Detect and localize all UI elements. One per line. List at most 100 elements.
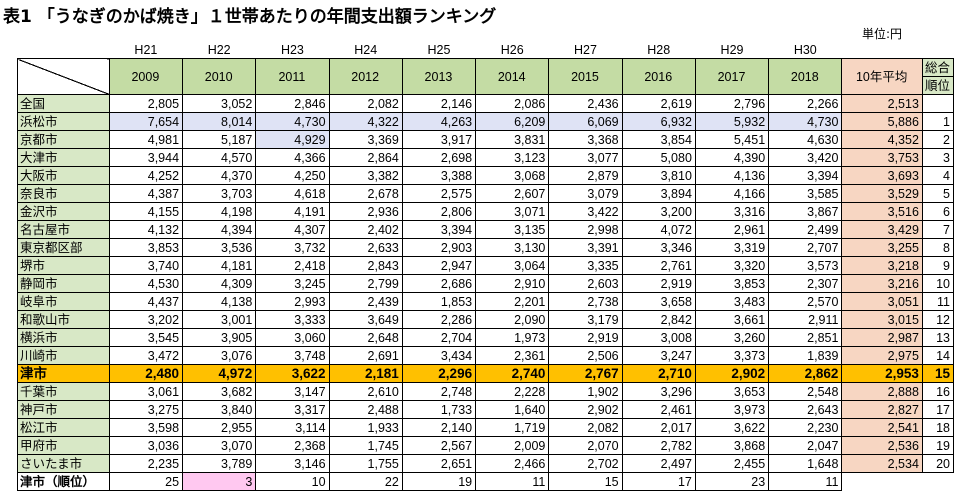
value-cell: 3,748 (255, 346, 330, 365)
heisei-label: H23 (280, 43, 304, 57)
rank-cell: 20 (921, 454, 954, 473)
value-cell: 2,086 (475, 94, 550, 113)
value-cell: 3,076 (182, 346, 257, 365)
value-cell: 2,910 (475, 274, 550, 293)
value-cell: 2,862 (768, 364, 843, 383)
year-header-row-2: 順位 (18, 76, 954, 95)
rank-cell (921, 94, 954, 113)
average-cell: 2,987 (841, 328, 923, 347)
average-cell: 2,888 (841, 382, 923, 401)
value-cell: 3,789 (182, 454, 257, 473)
value-cell: 2,842 (621, 310, 696, 329)
value-cell: 2,902 (694, 364, 770, 383)
average-cell: 2,534 (841, 454, 923, 473)
value-cell: 2,936 (328, 202, 403, 221)
value-cell: 3,333 (255, 310, 330, 329)
table-row: 浜松市 7,654 8,014 4,730 4,322 4,263 6,209 6,069 6,… (17, 112, 954, 131)
value-cell: 2,570 (768, 292, 843, 311)
value-cell: 3,661 (694, 310, 770, 329)
value-cell: 2,307 (768, 274, 843, 293)
table-row: 神戸市 3,275 3,840 3,317 2,488 1,733 1,640 2,902 2,… (17, 400, 954, 419)
value-cell: 2,506 (548, 346, 623, 365)
value-cell: 2,296 (401, 364, 477, 383)
value-cell: 1,839 (768, 346, 843, 365)
value-cell: 3,649 (328, 310, 403, 329)
value-cell: 2,235 (108, 454, 184, 473)
value-cell: 4,155 (108, 202, 184, 221)
value-cell: 2,567 (401, 436, 477, 455)
value-cell: 3,368 (548, 130, 623, 149)
value-cell: 3,434 (401, 346, 477, 365)
value-cell: 2,643 (768, 400, 843, 419)
year-header: 2010 (182, 58, 257, 95)
value-cell: 3,422 (548, 202, 623, 221)
value-cell: 2,702 (548, 454, 623, 473)
table-row: 金沢市 4,155 4,198 4,191 2,936 2,806 3,071 3,422 3,… (17, 202, 954, 221)
value-cell: 3,658 (621, 292, 696, 311)
city-name-cell: 岐阜市 (17, 292, 110, 311)
value-cell: 2,903 (401, 238, 477, 257)
ranking-table: H21 H22 H23 H24 H25 H26 H27 H28 H29 H30 … (17, 43, 954, 491)
value-cell: 2,998 (548, 220, 623, 239)
value-cell: 2,947 (401, 256, 477, 275)
value-cell: 2,488 (328, 400, 403, 419)
city-name-cell: 東京都区部 (17, 238, 110, 257)
value-cell: 7,654 (108, 112, 184, 131)
value-cell: 3,245 (255, 274, 330, 293)
heisei-label: H29 (720, 43, 744, 57)
value-cell: 4,370 (182, 166, 257, 185)
value-cell: 4,181 (182, 256, 257, 275)
value-cell: 2,799 (328, 274, 403, 293)
value-cell: 4,191 (255, 202, 330, 221)
value-cell: 3,147 (255, 382, 330, 401)
value-cell: 2,230 (768, 418, 843, 437)
year-header: 2009 (108, 58, 184, 95)
heisei-blank (18, 43, 110, 59)
table-row: 津市 2,480 4,972 3,622 2,181 2,296 2,740 2,767 2,7… (17, 364, 954, 383)
value-cell: 3,854 (621, 130, 696, 149)
value-cell: 4,390 (694, 148, 770, 167)
year-header: 2013 (401, 58, 477, 95)
city-name-cell: 大阪市 (17, 166, 110, 185)
value-cell: 3,682 (182, 382, 257, 401)
value-cell: 4,250 (255, 166, 330, 185)
value-cell: 3,247 (621, 346, 696, 365)
value-cell: 3,905 (182, 328, 257, 347)
value-cell: 2,846 (255, 94, 330, 113)
tsu-yearly-rank-cell: 17 (621, 472, 696, 491)
city-name-cell: 松江市 (17, 418, 110, 437)
value-cell: 3,391 (548, 238, 623, 257)
value-cell: 2,796 (694, 94, 770, 113)
value-cell: 2,648 (328, 328, 403, 347)
value-cell: 2,266 (768, 94, 843, 113)
rank-cell: 14 (921, 346, 954, 365)
value-cell: 4,981 (108, 130, 184, 149)
value-cell: 2,782 (621, 436, 696, 455)
average-cell: 3,516 (841, 202, 923, 221)
table-row: 千葉市 3,061 3,682 3,147 2,610 2,748 2,228 1,902 3,… (17, 382, 954, 401)
tsu-yearly-rank-cell: 11 (475, 472, 550, 491)
value-cell: 2,575 (401, 184, 477, 203)
value-cell: 4,530 (108, 274, 184, 293)
value-cell: 3,740 (108, 256, 184, 275)
table-row: 奈良市 4,387 3,703 4,618 2,678 2,575 2,607 3,079 3,… (17, 184, 954, 203)
average-cell: 3,753 (841, 148, 923, 167)
value-cell: 2,082 (328, 94, 403, 113)
value-cell: 3,598 (108, 418, 184, 437)
value-cell: 4,309 (182, 274, 257, 293)
value-cell: 3,810 (621, 166, 696, 185)
average-cell: 3,015 (841, 310, 923, 329)
value-cell: 1,733 (401, 400, 477, 419)
value-cell: 3,260 (694, 328, 770, 347)
value-cell: 4,437 (108, 292, 184, 311)
value-cell: 3,179 (548, 310, 623, 329)
rank-cell: 3 (921, 148, 954, 167)
value-cell: 2,368 (255, 436, 330, 455)
value-cell: 2,146 (401, 94, 477, 113)
city-name-cell: 堺市 (17, 256, 110, 275)
average-cell: 3,218 (841, 256, 923, 275)
value-cell: 2,961 (694, 220, 770, 239)
value-cell: 4,138 (182, 292, 257, 311)
tsu-yearly-rank-cell: 19 (401, 472, 477, 491)
value-cell: 2,738 (548, 292, 623, 311)
